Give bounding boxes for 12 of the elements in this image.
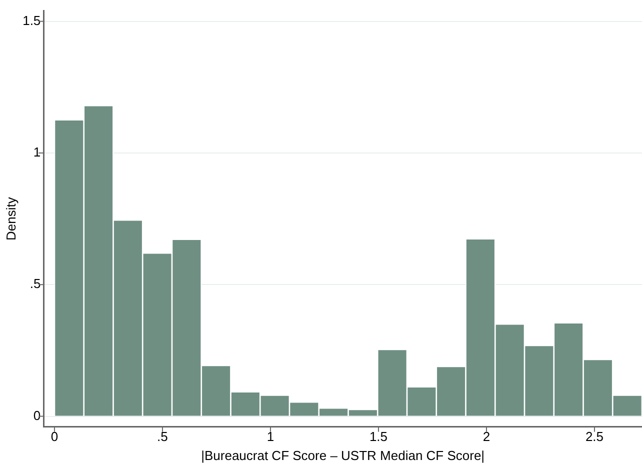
x-tick-label: 0 [50, 429, 58, 444]
y-tick-label: 1.5 [22, 12, 41, 28]
x-tick-label: 2.5 [585, 429, 604, 444]
x-tick-label: .5 [157, 429, 168, 444]
x-axis-title: |Bureaucrat CF Score – USTR Median CF Score| [201, 448, 485, 463]
y-tick-label: 0 [33, 408, 41, 423]
y-axis-title: Density [3, 196, 18, 240]
x-tick-label: 1 [266, 429, 274, 444]
y-tick-label: 1 [33, 144, 41, 160]
x-tick-label: 2 [482, 429, 490, 444]
x-tick-label: 1.5 [369, 429, 388, 444]
y-tick-label: .5 [30, 276, 41, 292]
